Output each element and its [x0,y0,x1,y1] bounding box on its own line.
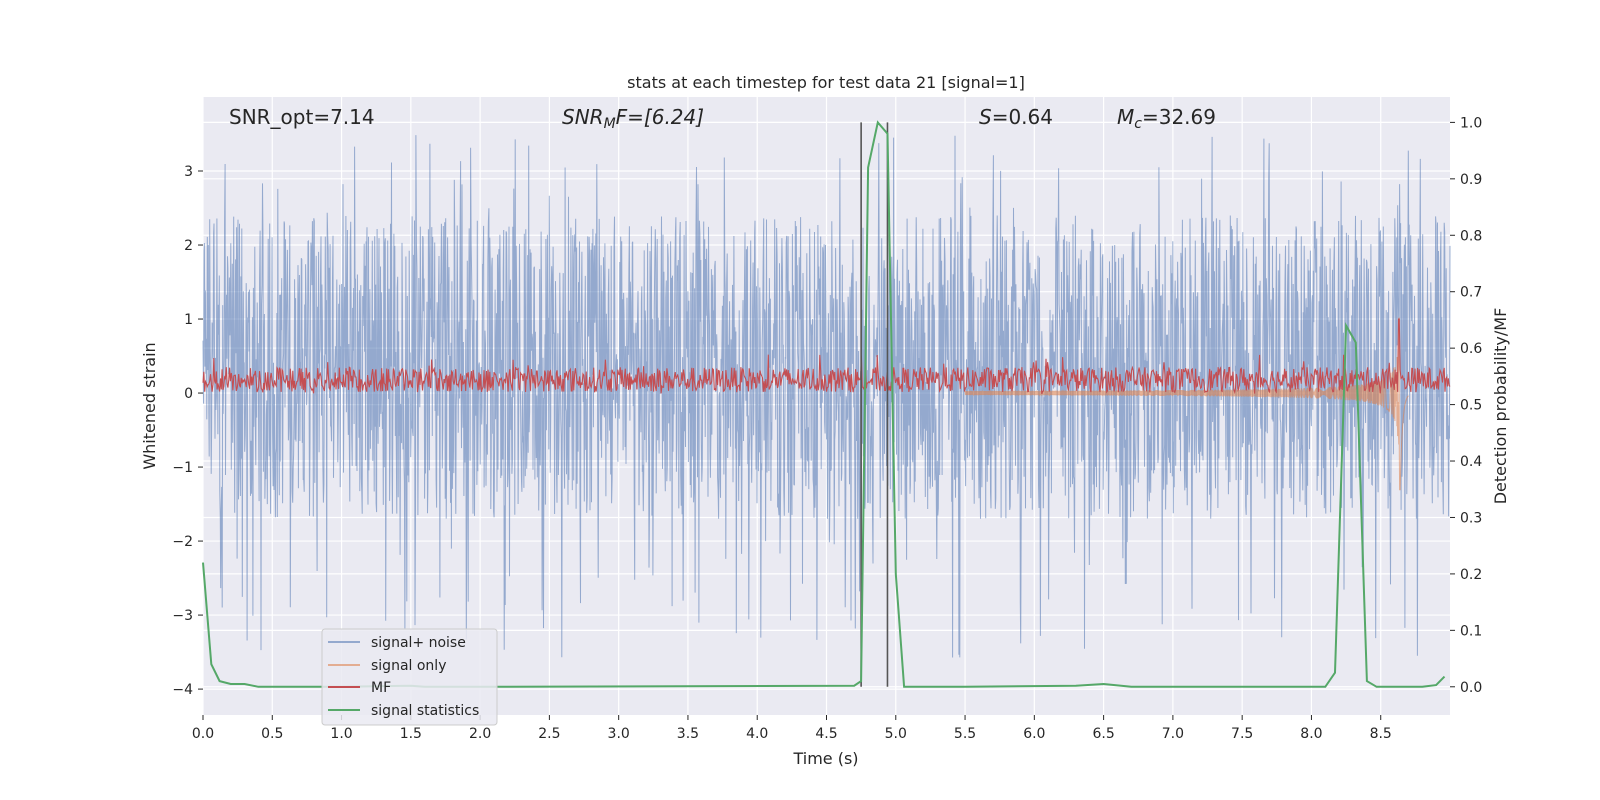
series-mf [202,318,1451,395]
x-tick-label: 8.5 [1370,726,1392,742]
chart-title: stats at each timestep for test data 21 … [627,73,1025,92]
series-signal-only [964,317,1409,491]
y-left-tick-label: −2 [172,534,193,550]
x-tick-label: 4.5 [815,726,837,742]
y-right-tick-label: 0.9 [1460,172,1482,188]
x-tick-label: 2.5 [538,726,560,742]
y-right-tick-label: 0.2 [1460,567,1482,583]
x-tick-label: 3.0 [608,726,630,742]
series-signal-statistics [202,120,1446,688]
x-tick-label: 7.0 [1162,726,1184,742]
x-tick-label: 5.0 [885,726,907,742]
y-left-tick-label: −3 [172,608,193,624]
x-tick-labels: 0.0 0.5 1.0 1.5 2.0 2.5 3.0 3.5 4.0 4.5 5.0 5.5 6.0 6… [192,715,1392,742]
y-right-tick-label: 1.0 [1460,115,1482,131]
annotation-snr-opt: SNR_opt=7.14 [229,105,375,129]
y-left-tick-labels: 3 2 1 0 −1 −2 −3 −4 [172,164,203,698]
y-left-tick-label: 3 [184,164,193,180]
y-right-tick-label: 0.3 [1460,510,1482,526]
x-axis-label: Time (s) [792,749,858,768]
y-right-tick-label: 0.6 [1460,341,1482,357]
y-right-tick-label: 0.4 [1460,454,1482,470]
x-tick-label: 1.0 [330,726,352,742]
y-right-tick-label: 0.8 [1460,228,1482,244]
y-right-tick-label: 0.7 [1460,285,1482,301]
x-tick-label: 6.5 [1092,726,1114,742]
y-right-tick-label: 0.5 [1460,398,1482,414]
series-signal-plus-noise [202,135,1451,658]
annotation-s: S=0.64 [979,105,1053,129]
x-tick-label: 0.5 [261,726,283,742]
y-right-tick-label: 0.1 [1460,623,1482,639]
legend-label-signal-statistics: signal statistics [371,703,479,719]
x-tick-label: 6.0 [1023,726,1045,742]
legend-label-mf: MF [371,680,391,696]
legend-box [321,628,498,726]
x-tick-label: 3.5 [677,726,699,742]
y-left-tick-label: 1 [184,312,193,328]
y-left-tick-label: −4 [172,682,193,698]
y-right-tick-labels: 1.0 0.9 0.8 0.7 0.6 0.5 0.4 0.3 0.2 0.1 0.0 [1450,115,1482,696]
y-right-tick-label: 0.0 [1460,680,1482,696]
x-tick-label: 5.5 [954,726,976,742]
y-left-tick-label: −1 [172,460,193,476]
legend-label-signal-only: signal only [371,658,446,674]
annotation-mc: Mc=32.69 [1117,105,1216,132]
legend: signal+ noise signal only MF signal stat… [321,628,498,726]
annotation-snr-mf: SNRMF=[6.24] [562,105,704,132]
y-axis-label-left: Whitened strain [140,342,159,469]
x-tick-label: 8.0 [1300,726,1322,742]
x-tick-label: 0.0 [192,726,214,742]
series-layer [202,120,1451,688]
legend-label-signal-noise: signal+ noise [371,635,466,651]
y-left-tick-label: 2 [184,238,193,254]
x-tick-label: 1.5 [400,726,422,742]
x-tick-label: 4.0 [746,726,768,742]
x-tick-label: 7.5 [1231,726,1253,742]
y-left-tick-label: 0 [184,386,193,402]
x-tick-label: 2.0 [469,726,491,742]
y-axis-label-right: Detection probability/MF [1491,308,1510,505]
